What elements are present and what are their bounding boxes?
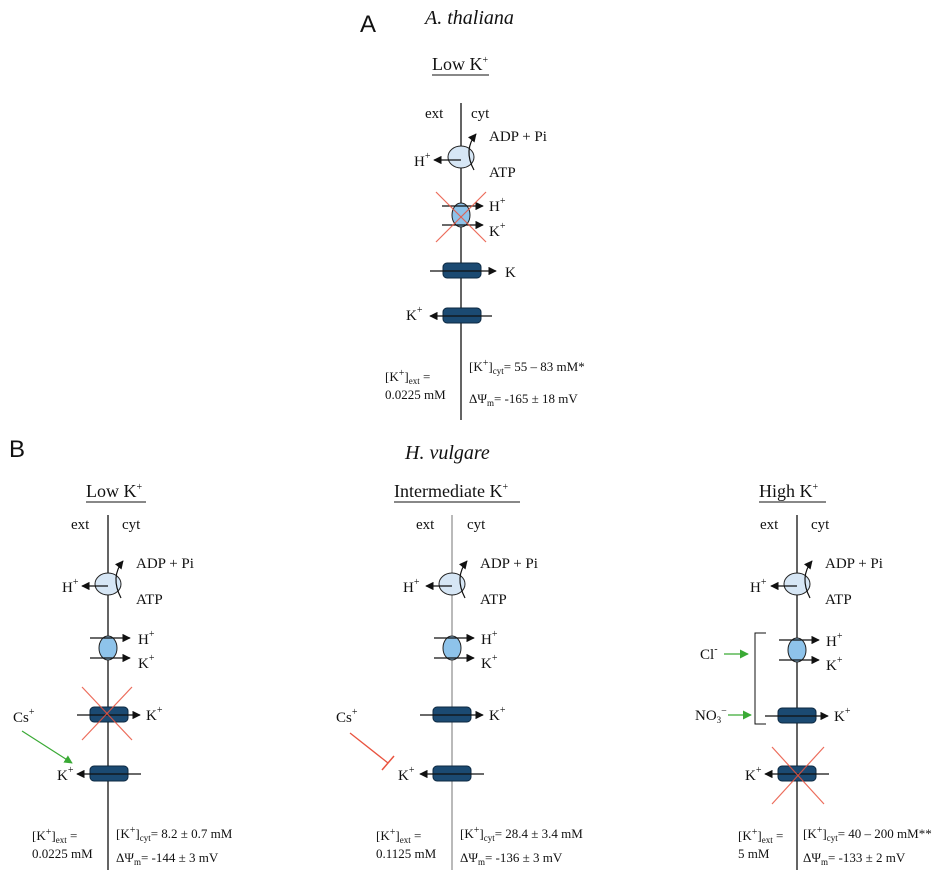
low-k-channel-out-k-label: K+ xyxy=(57,765,74,784)
intermediate-k-conc-cyt: [K+]cyt= 28.4 ± 3.4 mM xyxy=(460,825,583,843)
low-k-cs-label: Cs+ xyxy=(13,707,35,726)
panel-a-conc-ext-value: 0.0225 mM xyxy=(385,387,446,402)
panel-a-conc-ext-label: [K+]ext = xyxy=(385,368,430,386)
low-k-channel-in-k-label: K+ xyxy=(146,705,163,724)
intermediate-k-ext-label: ext xyxy=(416,517,435,533)
low-k-membrane-potential: ΔΨm= -144 ± 3 mV xyxy=(116,850,219,867)
low-k-cs-arrow xyxy=(21,730,73,764)
high-k-symport-k-label: K+ xyxy=(826,655,843,674)
intermediate-k-cyt-label: cyt xyxy=(467,517,486,533)
low-k-adp-label: ADP + Pi xyxy=(136,556,194,572)
high-k-cyt-label: cyt xyxy=(811,517,830,533)
low-k-conc-ext-label: [K+]ext = xyxy=(32,827,77,845)
panel-b-low-k: Low K+ ext cyt ADP + Pi ATP H+ H+ K+ xyxy=(13,481,233,870)
panel-b-species: H. vulgare xyxy=(404,442,490,464)
high-k-k-outward-channel: K+ xyxy=(745,746,829,805)
panel-a-membrane-potential: ΔΨm= -165 ± 18 mV xyxy=(469,391,578,408)
panel-a-symport-h-label: H+ xyxy=(489,196,506,215)
high-k-membrane-potential: ΔΨm= -133 ± 2 mV xyxy=(803,850,906,867)
intermediate-k-symport-h-label: H+ xyxy=(481,629,498,648)
panel-b-intermediate-k: Intermediate K+ ext cyt ADP + Pi ATP H+ … xyxy=(336,481,583,870)
intermediate-k-cs-inhibition: Cs+ xyxy=(336,707,395,771)
intermediate-k-k-inward-channel: K+ xyxy=(420,705,506,724)
panel-a-letter: A xyxy=(360,11,376,38)
panel-a-species: A. thaliana xyxy=(423,7,514,29)
low-k-h-k-symporter: H+ K+ xyxy=(90,629,155,672)
intermediate-k-h-atpase: ADP + Pi ATP H+ xyxy=(403,556,538,608)
high-k-condition: High K+ xyxy=(759,481,819,501)
high-k-h-out-label: H+ xyxy=(750,577,767,596)
low-k-ext-label: ext xyxy=(71,517,90,533)
panel-a-channel-in-k-label: K xyxy=(505,265,516,281)
low-k-symport-h-label: H+ xyxy=(138,629,155,648)
high-k-symport-h-label: H+ xyxy=(826,631,843,650)
high-k-conc-ext-label: [K+]ext = xyxy=(738,827,783,845)
panel-a-k-outward-channel: K+ xyxy=(406,305,492,324)
intermediate-k-cs-label: Cs+ xyxy=(336,707,358,726)
low-k-conc-cyt: [K+]cyt= 8.2 ± 0.7 mM xyxy=(116,825,233,843)
intermediate-k-channel-in-k-label: K+ xyxy=(489,705,506,724)
high-k-h-k-symporter: H+ K+ xyxy=(779,631,843,674)
low-k-cs-activation: Cs+ xyxy=(13,707,73,764)
panel-a-atp-label: ATP xyxy=(489,165,516,181)
intermediate-k-membrane-potential: ΔΨm= -136 ± 3 mV xyxy=(460,850,563,867)
low-k-h-out-label: H+ xyxy=(62,577,79,596)
low-k-k-outward-channel: K+ xyxy=(57,765,141,784)
panel-a: A A. thaliana Low K+ ext cyt ADP + Pi AT… xyxy=(360,7,585,420)
high-k-ext-label: ext xyxy=(760,517,779,533)
panel-a-condition: Low K+ xyxy=(432,54,489,74)
low-k-cyt-label: cyt xyxy=(122,517,141,533)
intermediate-k-adp-label: ADP + Pi xyxy=(480,556,538,572)
high-k-h-atpase: ADP + Pi ATP H+ xyxy=(750,556,883,608)
panel-a-h-out-label: H+ xyxy=(414,151,431,170)
intermediate-k-symport-k-label: K+ xyxy=(481,653,498,672)
panel-a-cyt-label: cyt xyxy=(471,106,490,122)
intermediate-k-condition: Intermediate K+ xyxy=(394,481,508,501)
panel-b-high-k: High K+ ext cyt ADP + Pi ATP H+ H+ K+ xyxy=(695,481,932,870)
intermediate-k-conc-ext-value: 0.1125 mM xyxy=(376,846,437,861)
low-k-atp-label: ATP xyxy=(136,592,163,608)
low-k-k-inward-channel: K+ xyxy=(77,686,163,741)
high-k-anion-bracket: Cl- NO3− xyxy=(695,632,766,725)
low-k-h-atpase: ADP + Pi ATP H+ xyxy=(62,556,194,608)
high-k-conc-ext-value: 5 mM xyxy=(738,846,770,861)
panel-a-h-atpase: ADP + Pi ATP H+ xyxy=(414,129,547,181)
low-k-conc-ext-value: 0.0225 mM xyxy=(32,846,93,861)
high-k-k-inward-channel: K+ xyxy=(765,706,851,725)
panel-a-k-inward-channel: K xyxy=(430,262,516,281)
high-k-conc-cyt: [K+]cyt= 40 – 200 mM** xyxy=(803,825,932,843)
intermediate-k-channel-out-k-label: K+ xyxy=(398,765,415,784)
high-k-atp-label: ATP xyxy=(825,592,852,608)
panel-a-h-k-symporter: H+ K+ xyxy=(435,191,506,243)
panel-a-symport-k-label: K+ xyxy=(489,221,506,240)
intermediate-k-conc-ext-label: [K+]ext = xyxy=(376,827,421,845)
panel-b-letter: B xyxy=(9,436,25,463)
panel-b: B H. vulgare Low K+ ext cyt ADP + Pi ATP… xyxy=(9,436,932,870)
low-k-condition: Low K+ xyxy=(86,481,143,501)
low-k-symport-k-label: K+ xyxy=(138,653,155,672)
high-k-channel-in-k-label: K+ xyxy=(834,706,851,725)
intermediate-k-cs-inhibit-line xyxy=(349,732,389,764)
intermediate-k-h-k-symporter: H+ K+ xyxy=(434,629,498,672)
panel-a-channel-out-k-label: K+ xyxy=(406,305,423,324)
intermediate-k-h-out-label: H+ xyxy=(403,577,420,596)
intermediate-k-atp-label: ATP xyxy=(480,592,507,608)
high-k-adp-label: ADP + Pi xyxy=(825,556,883,572)
high-k-channel-out-k-label: K+ xyxy=(745,765,762,784)
high-k-no3-label: NO3− xyxy=(695,706,727,725)
high-k-cl-label: Cl- xyxy=(700,644,718,663)
panel-a-ext-label: ext xyxy=(425,106,444,122)
panel-a-adp-label: ADP + Pi xyxy=(489,129,547,145)
intermediate-k-k-outward-channel: K+ xyxy=(398,765,484,784)
panel-a-conc-cyt: [K+]cyt= 55 – 83 mM* xyxy=(469,358,585,376)
